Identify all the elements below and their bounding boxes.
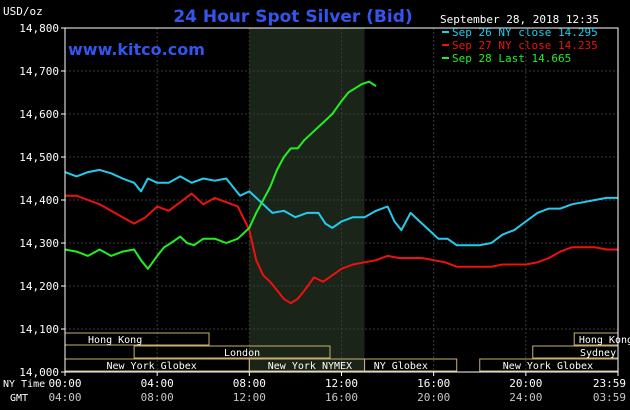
gmt-label: GMT (10, 393, 28, 404)
x-tick-label-gmt: 24:00 (509, 391, 542, 404)
market-sessions: Hong Kong Hong Kong London Sydney New York G… (64, 332, 630, 372)
x-tick-label-ny: 23:59 (593, 377, 626, 390)
x-tick-label-ny: 12:00 (325, 377, 358, 390)
watermark-url: www.kitco.com (68, 40, 205, 59)
x-tick-label-ny: 04:00 (141, 377, 174, 390)
x-tick-label-gmt: 04:00 (48, 391, 81, 404)
legend-entry: Sep 26 NY close 14.295 (452, 26, 598, 39)
x-tick-label-gmt: 08:00 (141, 391, 174, 404)
y-tick-label: 14,300 (19, 237, 59, 250)
session-bar (133, 345, 331, 359)
y-axis-label: USD/oz (3, 5, 43, 18)
session-label: New York Globex (106, 361, 196, 372)
x-axis-ticks: 00:0004:0004:0008:0008:0012:0012:0016:00… (48, 372, 626, 404)
session-bar (364, 358, 458, 372)
y-tick-label: 14,600 (19, 108, 59, 121)
ny-time-label: NY Time (3, 379, 45, 390)
session-label: Sydney (580, 348, 616, 359)
session-label: London (224, 348, 260, 359)
session-label: New York Globex (503, 361, 593, 372)
y-tick-label: 14,100 (19, 323, 59, 336)
x-tick-label-ny: 08:00 (233, 377, 266, 390)
y-tick-label: 14,700 (19, 65, 59, 78)
y-tick-label: 14,000 (19, 366, 59, 379)
grid-lines (65, 27, 618, 373)
y-tick-label: 14,800 (19, 22, 59, 35)
legend-entry: Sep 28 Last 14.665 (452, 52, 571, 65)
y-axis-ticks: 14,000 14,100 14,200 14,300 14,400 14,500 14,6… (19, 22, 65, 379)
price-series (64, 80, 618, 305)
x-tick-label-gmt: 03:59 (593, 391, 626, 404)
x-tick-label-gmt: 16:00 (325, 391, 358, 404)
session-label: Hong Kong (88, 335, 142, 346)
series-line-sep-28 (64, 80, 377, 270)
chart-title: 24 Hour Spot Silver (Bid) (173, 7, 412, 27)
series-line-sep-26 (64, 168, 618, 247)
y-tick-label: 14,500 (19, 151, 59, 164)
session-label: Hong Kong (579, 335, 630, 346)
x-tick-label-ny: 16:00 (417, 377, 450, 390)
x-tick-label-gmt: 20:00 (417, 391, 450, 404)
legend-entry: Sep 27 NY close 14.235 (452, 39, 598, 52)
series-line-sep-27 (65, 192, 618, 305)
session-label: New York NYMEX (268, 361, 352, 372)
x-tick-label-ny: 20:00 (509, 377, 542, 390)
y-tick-label: 14,400 (19, 194, 59, 207)
y-tick-label: 14,200 (19, 280, 59, 293)
session-label: NY Globex (374, 361, 428, 372)
x-tick-label-ny: 00:00 (48, 377, 81, 390)
x-tick-label-gmt: 12:00 (233, 391, 266, 404)
timestamp: September 28, 2018 12:35 (440, 13, 599, 26)
